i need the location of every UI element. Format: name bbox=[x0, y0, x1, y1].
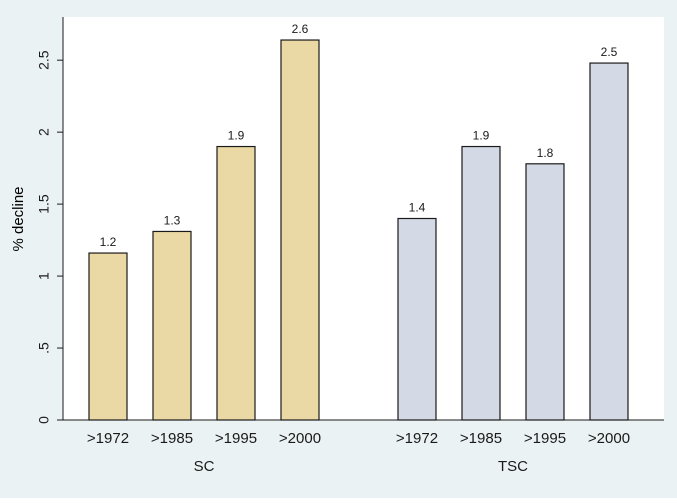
bar-sc-3 bbox=[216, 145, 256, 421]
bar-sc-1 bbox=[88, 252, 128, 421]
y-tick-label: 1 bbox=[36, 272, 52, 280]
x-tick-label: >1985 bbox=[151, 430, 193, 447]
bar-value-label: 2.5 bbox=[601, 45, 618, 59]
x-tick-label: >1972 bbox=[396, 430, 438, 447]
bars: 1.2 1.3 1.9 2.6 1.4 1.9 1.8 2.5 bbox=[88, 22, 629, 421]
bar-tsc-2 bbox=[461, 145, 501, 421]
y-tick-label: 2 bbox=[36, 128, 52, 136]
bar-value-label: 1.8 bbox=[537, 146, 554, 160]
bar-sc-4 bbox=[280, 39, 320, 421]
x-tick-label: >2000 bbox=[279, 430, 321, 447]
bar-value-label: 1.2 bbox=[100, 235, 117, 249]
x-tick-label: >1972 bbox=[87, 430, 129, 447]
bar-value-label: 1.9 bbox=[473, 129, 490, 143]
y-tick-label: 1.5 bbox=[36, 194, 52, 214]
group-label-sc: SC bbox=[194, 458, 215, 475]
bar-tsc-3 bbox=[525, 163, 565, 421]
bar-value-label: 1.3 bbox=[164, 213, 181, 227]
bar-value-label: 2.6 bbox=[292, 22, 309, 36]
x-tick-label: >2000 bbox=[588, 430, 630, 447]
group-label-tsc: TSC bbox=[498, 458, 528, 475]
y-tick-label: 0 bbox=[36, 416, 52, 424]
bar-tsc-1 bbox=[397, 217, 437, 421]
x-tick-labels: >1972 >1985 >1995 >2000 >1972 >1985 >1995 >2000 bbox=[87, 430, 630, 447]
x-tick-label: >1995 bbox=[215, 430, 257, 447]
bar-tsc-4 bbox=[589, 62, 629, 421]
y-tick-label: .5 bbox=[36, 342, 52, 354]
group-labels: SC TSC bbox=[194, 458, 529, 475]
bar-value-label: 1.4 bbox=[409, 201, 426, 215]
bar-sc-2 bbox=[152, 230, 192, 421]
x-tick-label: >1985 bbox=[460, 430, 502, 447]
y-ticks: 0 .5 1 1.5 2 2.5 bbox=[36, 50, 63, 424]
y-tick-label: 2.5 bbox=[36, 50, 52, 70]
x-tick-label: >1995 bbox=[524, 430, 566, 447]
bar-value-label: 1.9 bbox=[228, 129, 245, 143]
y-axis-label: % decline bbox=[10, 186, 27, 251]
